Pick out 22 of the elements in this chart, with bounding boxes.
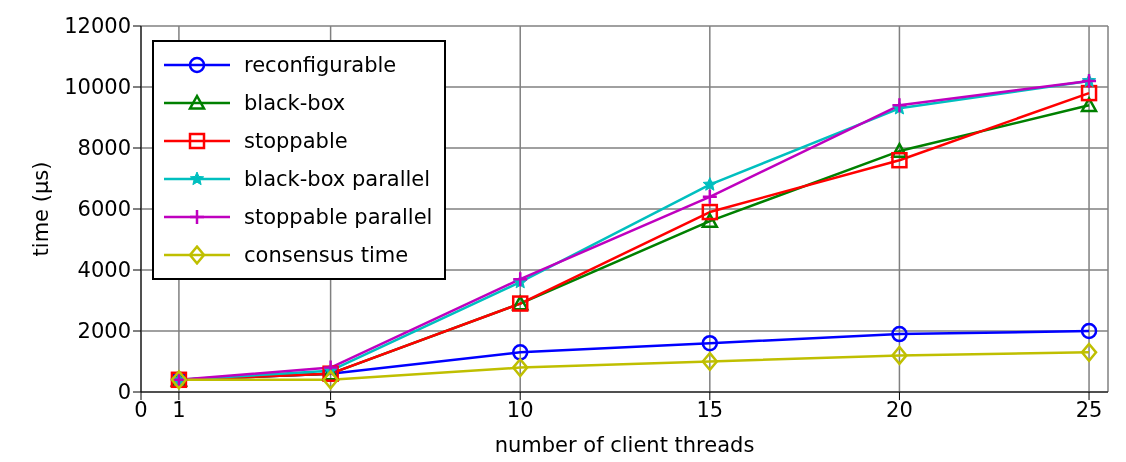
y-axis-title: time (μs) xyxy=(29,161,54,257)
y-tick-label: 2000 xyxy=(77,319,131,344)
x-tick-label: 1 xyxy=(172,397,186,422)
x-tick-label: 15 xyxy=(696,397,724,422)
y-tick-label: 12000 xyxy=(64,14,131,39)
legend-label: reconfigurable xyxy=(244,53,397,77)
y-tick-label: 10000 xyxy=(64,75,131,100)
y-tick-label: 4000 xyxy=(77,258,131,283)
y-tick-label: 0 xyxy=(117,380,131,405)
legend-label: consensus time xyxy=(244,243,409,267)
legend-label: black-box parallel xyxy=(244,167,431,191)
legend-label: stoppable xyxy=(244,129,348,153)
x-tick-label: 25 xyxy=(1075,397,1103,422)
x-tick-label: 10 xyxy=(506,397,534,422)
legend-label: black-box xyxy=(244,91,346,115)
x-tick-label: 0 xyxy=(134,397,148,422)
x-axis-title: number of client threads xyxy=(494,433,755,457)
y-tick-label: 6000 xyxy=(77,197,131,222)
y-tick-label: 8000 xyxy=(77,136,131,161)
x-tick-label: 5 xyxy=(323,397,338,422)
x-tick-label: 20 xyxy=(886,397,913,422)
legend-label: stoppable parallel xyxy=(244,205,433,229)
